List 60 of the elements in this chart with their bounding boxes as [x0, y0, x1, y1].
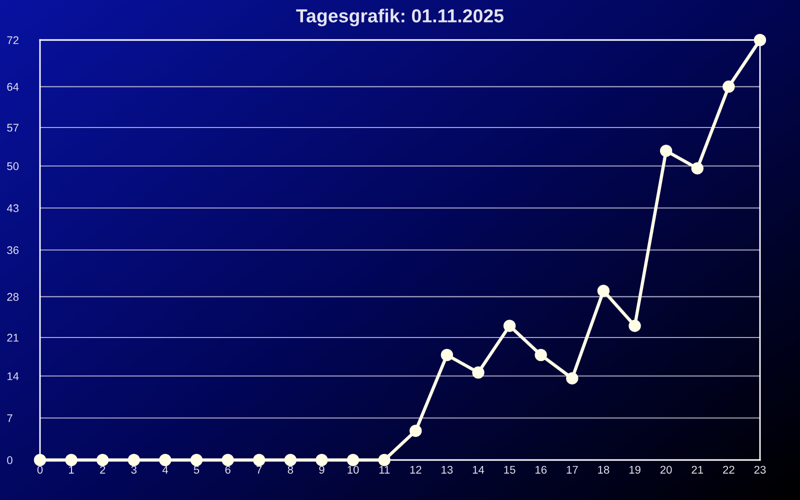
x-tick-label: 12	[410, 466, 422, 474]
x-tick-label: 10	[348, 466, 359, 474]
x-tick-label: 6	[225, 466, 230, 474]
chart-title: Tagesgrafik: 01.11.2025	[296, 8, 504, 26]
x-tick-label: 19	[629, 466, 640, 474]
point	[660, 144, 672, 157]
x-tick-label: 4	[162, 466, 168, 474]
point	[222, 454, 234, 466]
point	[440, 348, 454, 362]
point	[284, 454, 297, 466]
point	[628, 320, 641, 332]
point	[472, 366, 484, 379]
point	[597, 284, 610, 297]
x-tick-label: 22	[723, 466, 734, 474]
x-tick-label: 18	[598, 466, 610, 474]
y-tick-label: 0	[7, 456, 12, 464]
y-tick-label: 50	[7, 162, 19, 170]
x-tick-label: 21	[692, 466, 704, 474]
x-tick-label: 17	[566, 466, 578, 474]
point	[34, 454, 46, 466]
point	[722, 80, 735, 93]
point	[96, 454, 109, 466]
x-tick-label: 9	[319, 466, 324, 474]
point	[346, 454, 360, 466]
x-tick-label: 3	[131, 466, 137, 474]
point	[65, 454, 78, 466]
y-tick-label: 72	[7, 36, 18, 44]
y-tick-label: 43	[6, 204, 19, 212]
x-tick-label: 0	[37, 466, 43, 474]
x-tick-label: 1	[69, 466, 74, 474]
y-tick-label: 14	[8, 372, 19, 380]
x-tick-label: 8	[288, 466, 294, 474]
y-tick-label: 36	[7, 246, 19, 254]
point	[190, 454, 203, 466]
point	[253, 454, 266, 466]
x-tick-label: 20	[660, 466, 672, 474]
point	[754, 34, 766, 46]
x-tick-label: 14	[472, 466, 484, 474]
y-tick-label: 7	[7, 414, 12, 422]
point	[691, 162, 704, 174]
point	[378, 454, 390, 466]
x-tick-label: 5	[194, 466, 200, 474]
y-tick-label: 57	[7, 124, 18, 132]
y-tick-label: 28	[7, 292, 19, 301]
point	[410, 424, 422, 437]
point	[316, 454, 328, 466]
y-tick-label: 21	[7, 334, 18, 342]
point	[566, 372, 578, 384]
x-tick-label: 23	[754, 466, 766, 474]
y-tick-label: 64	[7, 82, 19, 91]
x-tick-label: 15	[504, 466, 516, 474]
point	[503, 320, 516, 332]
x-tick-label: 11	[379, 466, 390, 474]
point	[128, 454, 140, 466]
x-tick-label: 2	[100, 466, 106, 474]
point	[534, 348, 547, 362]
point	[159, 454, 172, 466]
x-tick-label: 13	[442, 466, 453, 474]
x-tick-label: 7	[256, 466, 262, 474]
x-tick-label: 16	[536, 466, 547, 474]
